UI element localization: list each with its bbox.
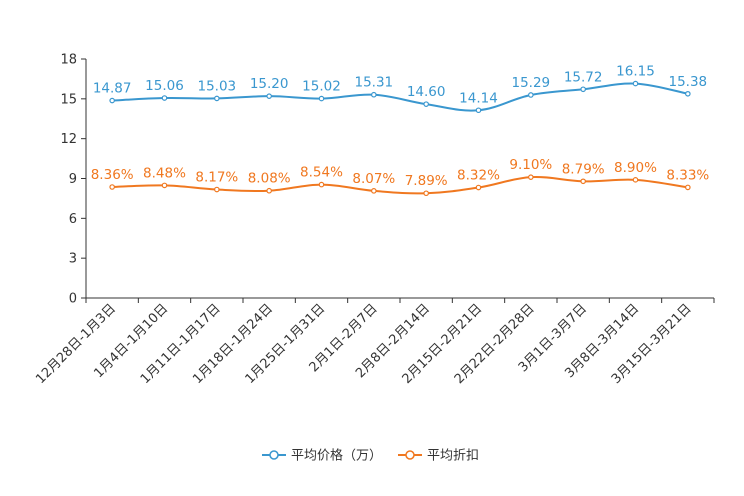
y-tick-label: 3 — [69, 252, 77, 267]
data-label: 15.02 — [302, 79, 341, 95]
data-point — [371, 188, 377, 194]
data-point — [528, 174, 534, 180]
data-label: 14.14 — [459, 90, 498, 106]
legend-label: 平均折扣 — [427, 449, 479, 464]
data-point — [423, 101, 429, 107]
data-label: 7.89% — [405, 173, 448, 189]
data-label: 15.29 — [512, 75, 551, 91]
data-point — [475, 107, 482, 114]
data-label: 8.79% — [562, 161, 605, 177]
data-label: 14.60 — [407, 84, 446, 100]
data-point — [475, 184, 482, 191]
y-tick-label: 9 — [69, 172, 77, 187]
legend-label: 平均价格（万） — [291, 448, 382, 464]
data-point — [109, 184, 115, 190]
data-point — [266, 187, 272, 194]
legend-marker-icon — [405, 450, 415, 460]
data-label: 14.87 — [93, 81, 132, 97]
series-line-1 — [112, 82, 689, 112]
data-point — [318, 95, 325, 102]
data-label: 15.06 — [145, 78, 184, 94]
y-tick-label: 12 — [60, 132, 77, 147]
data-label: 15.03 — [198, 78, 237, 94]
data-label: 8.32% — [457, 168, 500, 184]
data-label: 15.72 — [564, 69, 603, 85]
data-point — [318, 181, 325, 188]
data-label: 16.15 — [616, 64, 655, 80]
data-label: 8.36% — [91, 167, 134, 183]
data-point — [528, 92, 534, 98]
data-point — [685, 90, 691, 97]
data-label: 8.54% — [300, 165, 343, 181]
data-label: 15.31 — [355, 75, 394, 91]
data-label: 15.38 — [669, 74, 708, 90]
data-point — [580, 86, 586, 93]
data-point — [214, 186, 220, 193]
data-label: 8.08% — [248, 171, 291, 187]
data-point — [266, 93, 272, 99]
data-label: 8.48% — [143, 165, 186, 181]
data-point — [161, 182, 168, 189]
y-tick-label: 18 — [60, 53, 77, 68]
data-point — [423, 190, 429, 197]
data-point — [161, 95, 168, 101]
y-tick-label: 15 — [60, 92, 77, 107]
data-point — [580, 178, 586, 185]
y-tick-label: 0 — [69, 292, 77, 307]
data-label: 8.07% — [352, 171, 395, 187]
data-label: 8.33% — [666, 167, 709, 183]
data-point — [214, 95, 220, 102]
data-label: 9.10% — [509, 157, 552, 173]
data-point — [109, 97, 115, 104]
data-point — [371, 91, 377, 98]
data-point — [632, 177, 639, 183]
data-point — [632, 80, 639, 87]
data-label: 15.20 — [250, 76, 289, 92]
data-label: 8.90% — [614, 160, 657, 176]
legend-marker-icon — [269, 450, 279, 460]
y-tick-label: 6 — [69, 212, 77, 227]
data-point — [685, 184, 691, 191]
series-line-2 — [112, 176, 688, 195]
data-label: 8.17% — [195, 170, 238, 186]
